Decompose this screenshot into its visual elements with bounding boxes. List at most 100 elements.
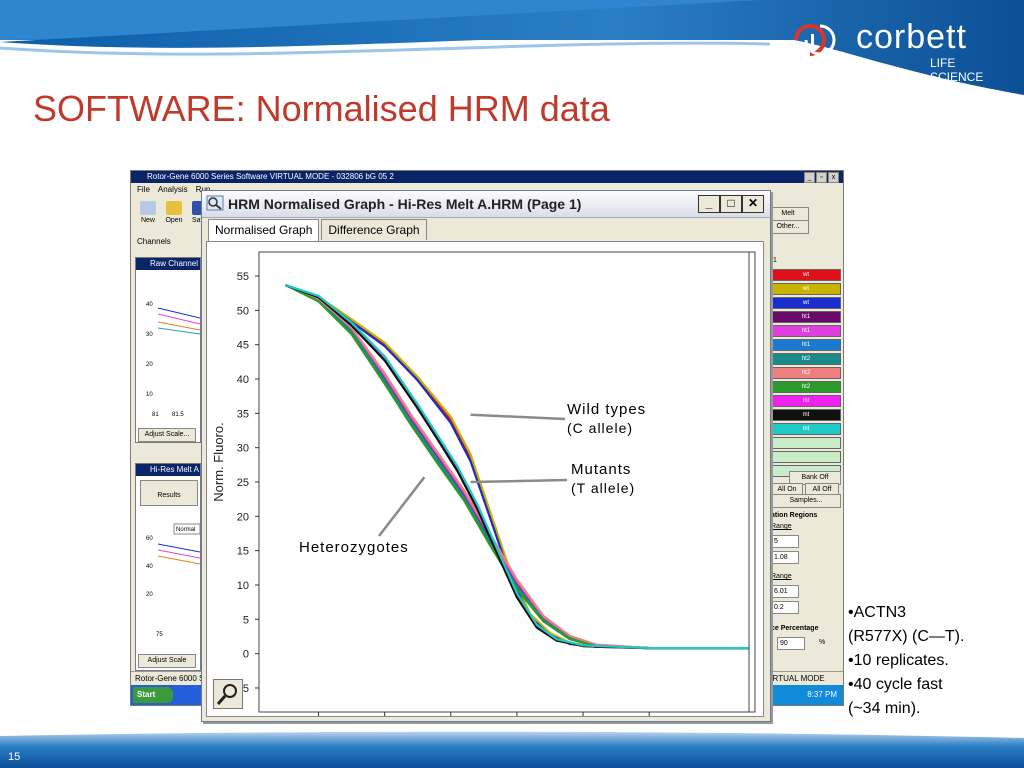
raw-channel-panel: Raw Channel 40 30 20 10 81 81.5 Adjust S… (135, 257, 201, 443)
hrm-normalised-graph-window: HRM Normalised Graph - Hi-Res Melt A.HRM… (201, 190, 771, 722)
range2-label: Range (771, 573, 792, 580)
note-line: (~34 min). (848, 700, 921, 717)
hires-y-tick: 60 (146, 536, 153, 542)
hires-melt-header: Hi-Res Melt A (136, 464, 200, 476)
raw-channel-header: Raw Channel (136, 258, 200, 270)
logo-name: corbett (856, 18, 967, 56)
annotation-heterozygotes: Heterozygotes (299, 539, 409, 556)
header-swoosh (0, 0, 1024, 95)
normalised-legend-label: Normal (176, 527, 195, 533)
percentage-label: ce Percentage (771, 625, 819, 632)
range1-start-input[interactable]: 5 (771, 535, 799, 548)
hires-melt-panel: Hi-Res Melt A Results 60 40 20 75 Normal… (135, 463, 201, 671)
taskbar-clock: 8:37 PM (757, 685, 843, 705)
legend-item[interactable]: ht1 (771, 339, 841, 351)
y-tick-label: -5 (239, 683, 249, 695)
graph-tabs: Normalised Graph Difference Graph (208, 219, 429, 241)
hires-y-tick: 40 (146, 564, 153, 570)
minimize-button[interactable]: _ (698, 195, 720, 213)
legend-item[interactable]: ht2 (771, 367, 841, 379)
tab-difference-graph[interactable]: Difference Graph (321, 219, 427, 240)
range2-end-input[interactable]: 0.2 (771, 601, 799, 614)
status-text: Rotor-Gene 6000 Se (135, 674, 209, 683)
samples-button[interactable]: Samples... (771, 494, 841, 508)
y-tick-label: 0 (243, 649, 249, 661)
legend-item[interactable]: wt (771, 269, 841, 281)
start-button[interactable]: Start (133, 687, 173, 703)
melt-button[interactable]: Melt (767, 207, 809, 221)
app-close-button[interactable]: x (828, 172, 839, 183)
hires-x-tick: 75 (156, 632, 163, 638)
y-axis-label: Norm. Fluoro. (211, 422, 226, 501)
slide-notes: •ACTN3 (R577X) (C—T). •10 replicates. •4… (848, 601, 1018, 721)
app-window-controls: _ ▫ x (804, 172, 839, 183)
normalised-melt-chart: 5550454035302520151050-5818283848586Norm… (211, 251, 756, 716)
range1-end-input[interactable]: 1.08 (771, 551, 799, 564)
raw-channel-mini-plot: 40 30 20 10 81 81.5 (146, 302, 200, 418)
page-indicator: 1 (773, 257, 777, 264)
hires-y-tick: 20 (146, 592, 153, 598)
y-tick-label: 25 (237, 477, 249, 489)
y-tick-label: 45 (237, 340, 249, 352)
melt-curve-mutant (285, 283, 749, 650)
menu-run[interactable]: Run (196, 185, 211, 197)
virtual-mode-indicator: VIRTUAL MODE (765, 674, 825, 683)
y-tick-label: 40 (237, 374, 249, 386)
results-button[interactable]: Results (140, 480, 198, 506)
close-button[interactable]: ✕ (742, 195, 764, 213)
menu-file[interactable]: File (137, 185, 150, 194)
percentage-input[interactable]: 90 (777, 637, 805, 650)
maximize-button[interactable]: □ (720, 195, 742, 213)
hires-adjust-scale-button[interactable]: Adjust Scale (138, 654, 196, 668)
hires-mini-plot: 60 40 20 75 Normal (146, 523, 200, 638)
raw-adjust-scale-button[interactable]: Adjust Scale... (138, 428, 196, 442)
app-menu-bar: File Analysis Run (131, 185, 210, 197)
y-tick-label: 55 (237, 271, 249, 283)
legend-item[interactable]: mt (771, 395, 841, 407)
y-tick-label: 30 (237, 443, 249, 455)
app-minimize-button[interactable]: _ (804, 172, 815, 183)
range2-start-input[interactable]: 6.01 (771, 585, 799, 598)
app-title: Rotor-Gene 6000 Series Software VIRTUAL … (147, 172, 394, 181)
note-line: •ACTN3 (848, 604, 907, 621)
annotation-arrow-wild-types (470, 413, 566, 421)
menu-analysis[interactable]: Analysis (157, 185, 188, 194)
raw-y-tick: 30 (146, 332, 153, 338)
app-title-bar: Rotor-Gene 6000 Series Software VIRTUAL … (131, 171, 843, 183)
legend-empty-row (771, 451, 841, 463)
legend-item[interactable]: ht2 (771, 353, 841, 365)
raw-x-tick: 81.5 (172, 412, 184, 418)
corbett-logo: corbett LIFE SCIENCE www.corbettlifescie… (778, 18, 998, 88)
percent-sign: % (819, 639, 826, 646)
legend-item[interactable]: mt (771, 409, 841, 421)
legend-empty-row (771, 437, 841, 449)
sample-legend-list: wt wt wt ht1 ht1 ht1 ht2 ht2 ht2 mt mt m… (771, 269, 841, 479)
raw-y-tick: 20 (146, 362, 153, 368)
range1-label: Range (771, 523, 792, 530)
logo-subtitle: LIFE SCIENCE (930, 56, 984, 84)
legend-item[interactable]: ht1 (771, 311, 841, 323)
app-restore-button[interactable]: ▫ (816, 172, 827, 183)
note-line: •10 replicates. (848, 652, 949, 669)
app-toolbar: New Open Save (137, 201, 211, 224)
tab-normalised-graph[interactable]: Normalised Graph (208, 219, 320, 241)
legend-item[interactable]: mt (771, 423, 841, 435)
hrm-title-bar[interactable]: HRM Normalised Graph - Hi-Res Melt A.HRM… (202, 191, 770, 218)
legend-item[interactable]: wt (771, 283, 841, 295)
hrm-window-title: HRM Normalised Graph - Hi-Res Melt A.HRM… (228, 196, 582, 212)
zoom-button[interactable] (213, 679, 243, 709)
annotation-arrow-heterozygotes (378, 476, 426, 537)
note-line: •40 cycle fast (848, 676, 943, 693)
plot-area: 5550454035302520151050-5818283848586Norm… (206, 241, 764, 717)
new-icon (140, 201, 156, 215)
slide-title: SOFTWARE: Normalised HRM data (33, 88, 610, 129)
legend-item[interactable]: ht2 (771, 381, 841, 393)
legend-item[interactable]: wt (771, 297, 841, 309)
other-button[interactable]: Other... (767, 220, 809, 234)
channels-label[interactable]: Channels (137, 237, 171, 246)
annotation-arrow-mutants (470, 478, 568, 484)
legend-item[interactable]: ht1 (771, 325, 841, 337)
new-button[interactable]: New (137, 201, 159, 224)
open-button[interactable]: Open (163, 201, 185, 224)
raw-x-tick: 81 (152, 412, 159, 418)
